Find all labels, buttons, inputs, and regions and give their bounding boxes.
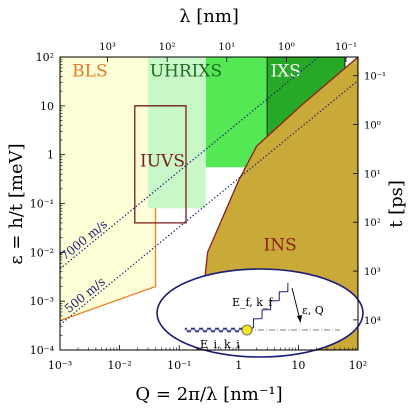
- region-rixs-band: [205, 57, 268, 168]
- top-tick-label-0: 10³: [99, 42, 116, 53]
- inset-label-final: E_f, k_f: [232, 296, 273, 309]
- y-tick-label-5: 10⁻³: [30, 295, 54, 308]
- inset-incident-wave: [184, 327, 246, 333]
- inset-label-transfer: ε, Q: [302, 304, 324, 317]
- inset-transfer-arrow: [291, 287, 301, 321]
- x-axis-title: Q = 2π/λ [nm⁻¹]: [135, 384, 282, 405]
- right-tick-label-4: 10³: [364, 267, 381, 278]
- x-tick-label-0: 10⁻³: [48, 359, 72, 372]
- region-iuvs: [134, 105, 187, 224]
- velocity-line-2: [60, 80, 358, 326]
- inset-label-incident: E_i, k_i: [200, 338, 240, 351]
- y-tick-label-0: 10²: [36, 51, 54, 64]
- region-bls: [60, 57, 157, 322]
- inset-ellipse: [156, 268, 364, 358]
- region-label-ins: INS: [264, 236, 297, 256]
- right-tick-label-1: 10⁰: [364, 121, 381, 132]
- top-axis-title: λ [nm]: [179, 6, 239, 27]
- right-tick-label-3: 10²: [364, 218, 381, 229]
- x-tick-label-3: 1: [235, 359, 242, 372]
- y-tick-label-3: 10⁻¹: [30, 198, 54, 211]
- top-tick-label-1: 10²: [159, 42, 176, 53]
- right-axis-title: t [ps]: [386, 180, 407, 228]
- right-tick-label-0: 10⁻¹: [364, 72, 386, 83]
- top-tick-label-3: 10⁰: [278, 42, 295, 53]
- scattering-inset: E_f, k_f ε, Q E_i, k_i: [156, 268, 364, 358]
- region-uhrixs: [148, 57, 206, 209]
- y-axis-title: ε = h/t [meV]: [6, 143, 27, 264]
- y-tick-label-2: 1: [47, 149, 54, 162]
- y-tick-label-1: 10: [40, 100, 54, 113]
- right-tick-label-2: 10¹: [364, 169, 381, 180]
- y-tick-label-6: 10⁻⁴: [30, 344, 55, 357]
- region-label-iuvs: IUVS: [140, 151, 185, 171]
- x-tick-label-1: 10⁻²: [107, 359, 131, 372]
- inset-particle: [241, 324, 253, 336]
- top-tick-label-2: 10¹: [218, 42, 235, 53]
- velocity-line-1: [60, 57, 320, 270]
- region-label-ixs: IXS: [270, 62, 300, 82]
- top-tick-label-4: 10⁻¹: [335, 42, 357, 53]
- x-tick-label-4: 10: [291, 359, 305, 372]
- y-tick-label-4: 10⁻²: [30, 246, 54, 259]
- axes: 10⁻³ 10⁻² 10⁻¹ 1 10 10² 10² 10 1 10⁻¹ 10⁻² 10⁻³ 10⁻⁴…: [30, 42, 386, 372]
- x-tick-label-2: 10⁻¹: [167, 359, 191, 372]
- inset-arrow-head: [297, 315, 302, 323]
- right-tick-label-5: 10⁴: [364, 316, 381, 327]
- region-label-bls: BLS: [72, 62, 107, 82]
- region-label-uhrixs: UHRIXS: [150, 62, 222, 82]
- inset-scattered-wave: [246, 282, 289, 331]
- x-tick-label-5: 10²: [349, 359, 367, 372]
- axis-titles: Q = 2π/λ [nm⁻¹] λ [nm] ε = h/t [meV] t [ps]: [6, 6, 407, 405]
